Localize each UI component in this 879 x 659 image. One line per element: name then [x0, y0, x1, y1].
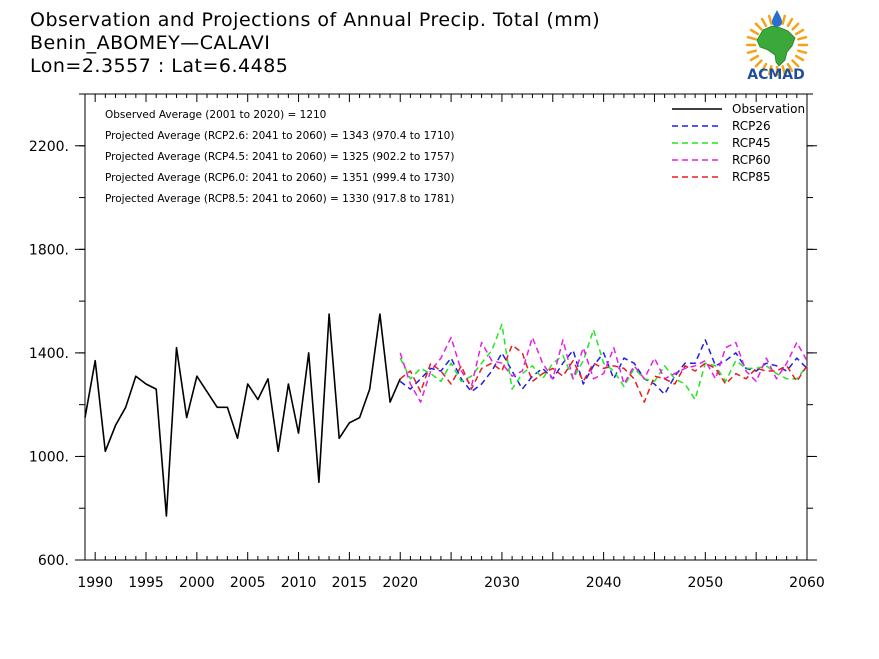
title-line-3: Lon=2.3557 : Lat=6.4485 [30, 55, 288, 77]
sun-ray [786, 62, 794, 73]
sun-ray [746, 35, 757, 41]
plot-series [84, 313, 808, 517]
sun-ray [746, 49, 757, 55]
x-tick-label: 2030 [484, 575, 520, 591]
legend-label-rcp45: RCP45 [732, 136, 771, 150]
annotation-line: Projected Average (RCP2.6: 2041 to 2060)… [105, 130, 454, 142]
x-tick-label: 2015 [332, 575, 368, 591]
annotation-block: Observed Average (2001 to 2020) = 1210 Pr… [105, 109, 454, 205]
annotation-line: Projected Average (RCP4.5: 2041 to 2060)… [105, 151, 454, 163]
x-tick-label: 2005 [230, 575, 266, 591]
sun-ray [791, 22, 800, 31]
annotation-line: Projected Average (RCP8.5: 2041 to 2060)… [105, 193, 454, 205]
x-tick-label: 2020 [382, 575, 418, 591]
annotation-line: Observed Average (2001 to 2020) = 1210 [105, 109, 326, 121]
series-line-rcp60 [399, 336, 808, 403]
sun-ray [754, 59, 763, 68]
y-tick-label: 2200. [29, 139, 69, 155]
y-tick-label: 1000. [29, 449, 69, 465]
x-tick-label: 1990 [77, 575, 113, 591]
legend-label-rcp26: RCP26 [732, 119, 771, 133]
sun-ray [781, 14, 787, 25]
legend-label-observation: Observation [732, 102, 805, 116]
series-line-rcp85 [399, 344, 808, 403]
sun-ray [794, 28, 805, 36]
chart-title: Observation and Projections of Annual Pr… [30, 9, 600, 77]
sun-ray [749, 54, 760, 62]
acmad-logo-text: ACMAD [747, 67, 805, 83]
title-line-1: Observation and Projections of Annual Pr… [30, 9, 600, 31]
x-tick-label: 2050 [687, 575, 723, 591]
sun-ray [754, 22, 763, 31]
sun-ray [767, 14, 773, 25]
x-tick-label: 1995 [128, 575, 164, 591]
water-drop-icon [772, 10, 782, 27]
sun-ray [767, 65, 773, 76]
series-line-rcp26 [399, 339, 808, 396]
africa-icon [756, 25, 796, 67]
x-tick-label: 2010 [281, 575, 317, 591]
series-line-rcp45 [399, 323, 808, 401]
y-tick-label: 600. [38, 553, 69, 569]
plot-frame [84, 93, 808, 561]
sun-ray [791, 59, 800, 68]
x-tick-label: 2000 [179, 575, 215, 591]
sun-ray [786, 17, 794, 28]
sun-ray [794, 54, 805, 62]
sun-ray [797, 49, 808, 55]
legend-label-rcp60: RCP60 [732, 153, 771, 167]
y-tick-label: 1400. [29, 346, 69, 362]
chart-legend: Observation RCP26 RCP45 RCP60 RCP85 [672, 102, 805, 184]
series-line-observation [84, 313, 401, 517]
x-tick-label: 2040 [586, 575, 622, 591]
annotation-line: Projected Average (RCP6.0: 2041 to 2060)… [105, 172, 454, 184]
acmad-logo: ACMAD [745, 10, 809, 83]
sun-ray [781, 65, 787, 76]
sun-ray [797, 35, 808, 41]
y-tick-label: 1800. [29, 242, 69, 258]
plot-axes: 1990 1995 2000 2005 2010 2015 2020 2030 2040 2050… [29, 93, 825, 591]
legend-label-rcp85: RCP85 [732, 170, 771, 184]
x-tick-label: 2060 [789, 575, 825, 591]
sun-ray [749, 28, 760, 36]
sun-ray [760, 62, 768, 73]
sun-ray [760, 17, 768, 28]
title-line-2: Benin_ABOMEY—CALAVI [30, 32, 270, 54]
